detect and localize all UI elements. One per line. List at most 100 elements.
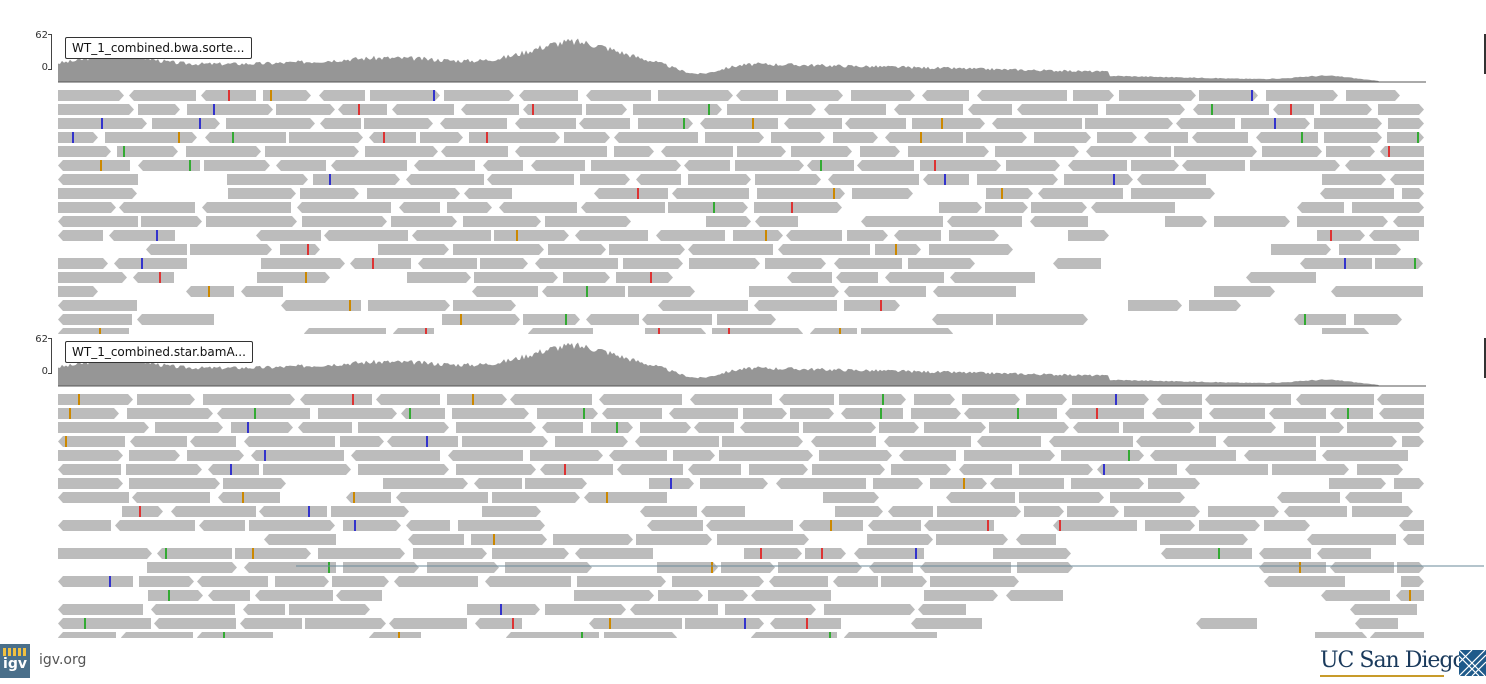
- read: [1355, 618, 1398, 629]
- read: [324, 230, 408, 241]
- read: [281, 300, 361, 311]
- read: [540, 464, 613, 475]
- mismatch-mark: [168, 590, 170, 601]
- read: [733, 230, 783, 241]
- coverage-histogram[interactable]: [58, 30, 1426, 84]
- read: [1315, 632, 1367, 638]
- read: [475, 618, 522, 629]
- read: [1006, 160, 1060, 171]
- read: [58, 202, 116, 213]
- read: [946, 492, 1015, 503]
- read: [151, 604, 235, 615]
- read: [58, 632, 116, 638]
- read: [749, 286, 839, 297]
- coverage-histogram[interactable]: [58, 334, 1426, 388]
- read: [1320, 104, 1372, 115]
- mismatch-mark: [199, 118, 201, 129]
- read: [204, 160, 270, 171]
- read: [146, 244, 187, 255]
- read: [706, 216, 751, 227]
- mismatch-mark: [752, 118, 754, 129]
- read: [661, 146, 733, 157]
- read: [950, 272, 1035, 283]
- read: [114, 258, 187, 269]
- read: [1347, 422, 1424, 433]
- mismatch-mark: [532, 104, 534, 115]
- read: [393, 328, 434, 334]
- read: [1322, 328, 1369, 334]
- mismatch-mark: [760, 548, 762, 559]
- mismatch-mark: [833, 188, 835, 199]
- read: [920, 562, 1011, 573]
- read: [1296, 394, 1374, 405]
- igv-logo[interactable]: igv: [0, 644, 30, 678]
- read: [1223, 436, 1316, 447]
- read: [884, 436, 971, 447]
- read: [1128, 300, 1182, 311]
- read: [819, 450, 892, 461]
- read: [933, 286, 1016, 297]
- read: [939, 202, 982, 213]
- read: [787, 272, 832, 283]
- read: [778, 562, 862, 573]
- read: [1199, 520, 1260, 531]
- mismatch-mark: [586, 286, 588, 297]
- sdsc-logo-icon[interactable]: [1459, 650, 1486, 676]
- mismatch-mark: [308, 506, 310, 517]
- read: [318, 408, 397, 419]
- read: [418, 258, 477, 269]
- read: [499, 202, 577, 213]
- read: [1297, 216, 1388, 227]
- read: [141, 216, 202, 227]
- read: [58, 104, 134, 115]
- ucsd-logo-text[interactable]: UC San Diego: [1320, 648, 1466, 673]
- read: [977, 90, 1067, 101]
- read: [129, 450, 180, 461]
- mismatch-mark: [820, 160, 822, 171]
- read: [243, 604, 285, 615]
- read: [579, 118, 630, 129]
- track-name-label[interactable]: WT_1_combined.star.bamA...: [65, 341, 253, 363]
- read: [358, 422, 449, 433]
- read: [810, 328, 857, 334]
- read: [784, 118, 842, 129]
- igv-org-link[interactable]: igv.org: [39, 652, 87, 668]
- read: [851, 90, 915, 101]
- read-alignments[interactable]: [0, 88, 1486, 334]
- mismatch-mark: [358, 104, 360, 115]
- read: [297, 202, 391, 213]
- read: [480, 258, 528, 269]
- read: [640, 422, 691, 433]
- read: [452, 408, 529, 419]
- read: [369, 132, 416, 143]
- read-alignments[interactable]: [0, 392, 1486, 638]
- read: [187, 104, 273, 115]
- mismatch-mark: [637, 188, 639, 199]
- read: [959, 464, 1012, 475]
- read: [376, 394, 440, 405]
- mismatch-mark: [329, 174, 331, 185]
- read: [888, 506, 933, 517]
- read: [1246, 272, 1316, 283]
- read: [1320, 188, 1394, 199]
- scale-max: 62: [35, 334, 48, 345]
- ucsd-underline: [1320, 675, 1444, 677]
- read: [58, 576, 133, 587]
- read: [1192, 132, 1248, 143]
- read: [528, 328, 593, 334]
- read: [937, 506, 1021, 517]
- mismatch-mark: [1274, 118, 1276, 129]
- read: [805, 548, 846, 559]
- read: [441, 146, 508, 157]
- read: [977, 436, 1041, 447]
- read: [1053, 258, 1101, 269]
- mismatch-mark: [713, 202, 715, 213]
- read: [223, 478, 286, 489]
- read: [197, 632, 273, 638]
- mismatch-mark: [1330, 230, 1332, 241]
- track-name-label[interactable]: WT_1_combined.bwa.sorte...: [65, 37, 252, 59]
- read: [574, 590, 654, 601]
- read: [1097, 132, 1137, 143]
- read: [305, 618, 386, 629]
- mismatch-mark: [830, 520, 832, 531]
